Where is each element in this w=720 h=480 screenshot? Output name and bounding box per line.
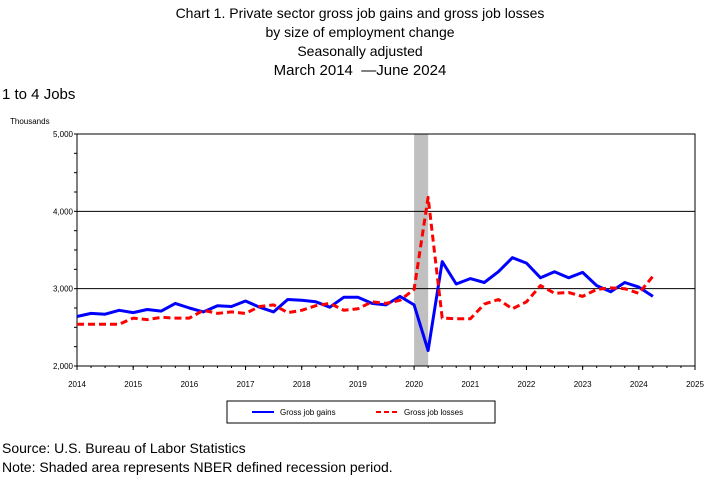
title-line-1: Chart 1. Private sector gross job gains … [175,5,545,21]
x-tick-label: 2024 [630,380,648,389]
legend-label: Gross job gains [280,408,336,417]
title-line-3: Seasonally adjusted [297,43,423,59]
recession-note: Note: Shaded area represents NBER define… [2,459,393,475]
series-gross-job-gains [76,256,654,352]
date-end: June 2024 [376,62,447,79]
date-dash: — [357,62,377,79]
y-tick-label: 4,000 [53,207,74,216]
chart-title: Chart 1. Private sector gross job gains … [0,4,720,81]
legend-box [226,400,496,424]
x-tick-label: 2021 [461,380,479,389]
x-tick-label: 2019 [349,380,367,389]
x-tick-label: 2022 [518,380,536,389]
plot-area [76,133,696,367]
recession-layer [414,134,429,366]
x-tick-label: 2025 [686,380,704,389]
chart-subtitle: 1 to 4 Jobs [2,86,76,103]
y-tick-label: 2,000 [53,362,74,371]
date-start: March 2014 [273,62,353,79]
x-tick-label: 2016 [180,380,198,389]
y-tick-label: 5,000 [53,130,74,139]
x-tick-label: 2018 [293,380,311,389]
x-tick-label: 2014 [68,380,86,389]
y-axis-units: Thousands [10,117,50,126]
date-range: March 2014 —June 2024 [0,61,720,81]
source-note: Source: U.S. Bureau of Labor Statistics [2,440,246,456]
legend-label: Gross job losses [404,408,463,417]
legend: Gross job gains Gross job losses [226,400,496,424]
recession-band [414,134,429,366]
y-tick-label: 3,000 [53,285,74,294]
series-gross-job-losses [77,195,655,326]
title-line-2: by size of employment change [265,24,455,40]
x-tick-label: 2020 [405,380,423,389]
axis-layer: 2,000 3,000 4,000 5,000 2014 2015 2016 2017 2018… [53,130,704,389]
x-tick-label: 2015 [124,380,142,389]
grid-layer [77,133,695,367]
x-tick-label: 2023 [574,380,592,389]
x-tick-label: 2017 [237,380,255,389]
series-layer [76,195,655,352]
